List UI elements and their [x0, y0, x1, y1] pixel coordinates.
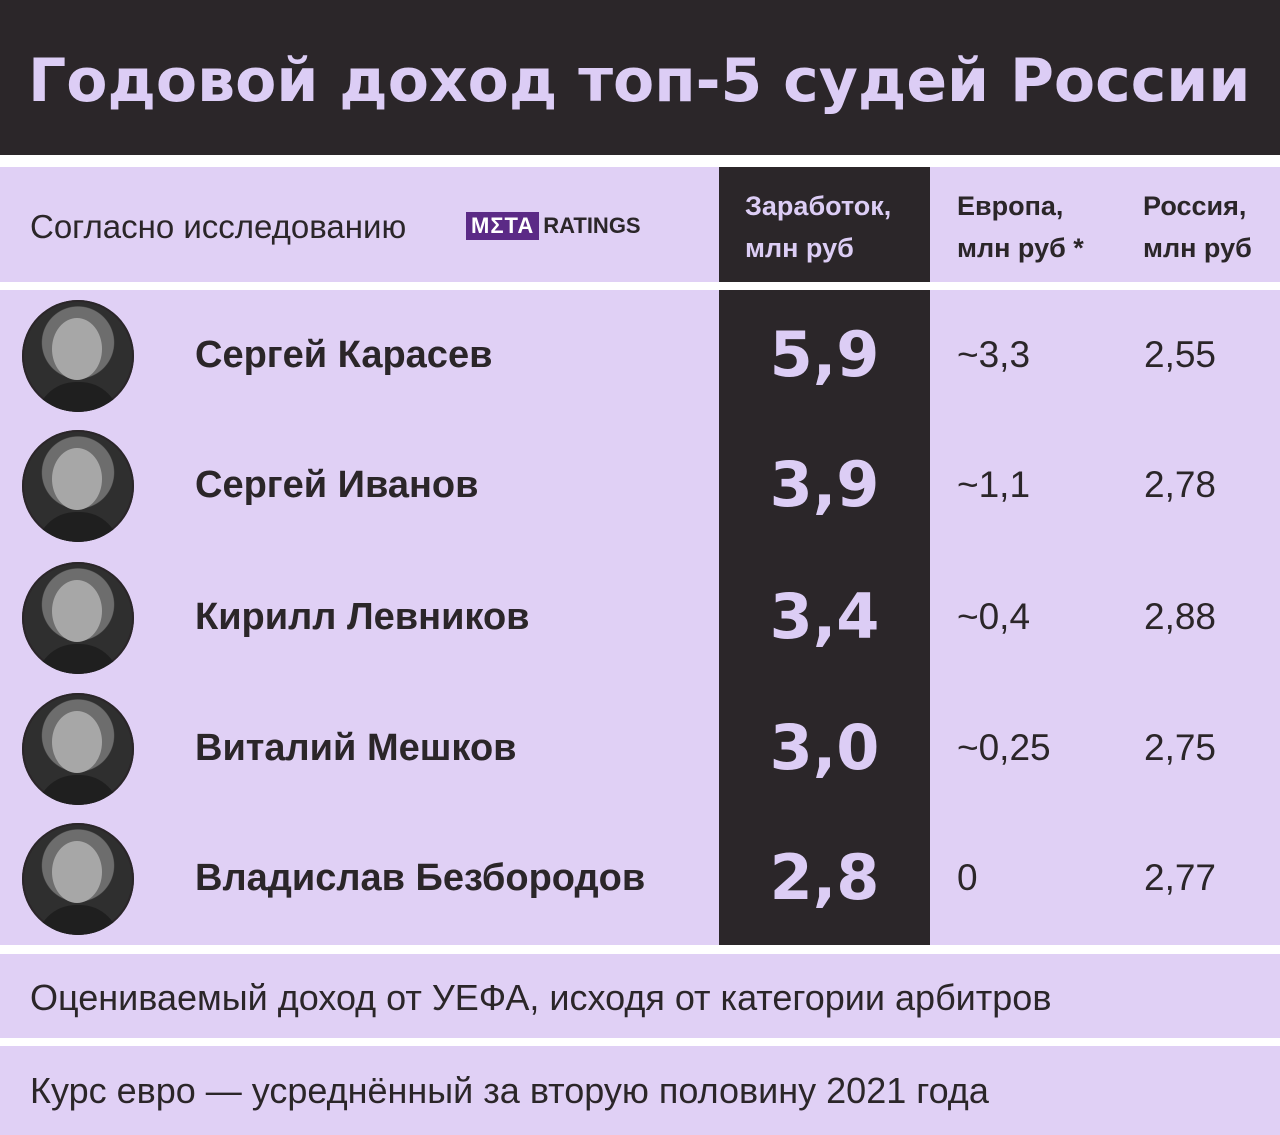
avatar-face [52, 448, 102, 510]
avatar-face [52, 841, 102, 903]
total-earnings: 5,9 [769, 318, 880, 391]
russia-earnings: 2,78 [1144, 464, 1217, 505]
referee-avatar [22, 300, 134, 412]
russia-earnings: 2,77 [1144, 857, 1217, 898]
table-row: Виталий Мешков 3,0 ~0,25 2,75 [0, 683, 1280, 813]
logo-text: RATINGS [543, 213, 641, 238]
subtitle: Согласно исследованию [30, 208, 407, 245]
europe-earnings: 0 [957, 857, 978, 898]
europe-earnings: ~0,25 [957, 727, 1051, 768]
table-header [0, 167, 1280, 282]
total-earnings: 2,8 [769, 841, 880, 914]
referee-avatar [22, 430, 134, 542]
table-body [0, 290, 1280, 945]
russia-earnings: 2,75 [1144, 727, 1217, 768]
avatar-body [36, 905, 120, 935]
europe-earnings: ~0,4 [957, 596, 1031, 637]
logo-box: MΣTA [466, 212, 540, 240]
footnote-panel-2 [0, 1046, 1280, 1135]
footnote-uefa: Оцениваемый доход от УЕФА, исходя от кат… [30, 977, 1052, 1018]
title-bar [0, 0, 1280, 155]
column-header-europe: Европа, млн руб * [957, 191, 1084, 263]
earnings-column [719, 290, 930, 945]
table-row: Владислав Безбородов 2,8 0 2,77 [0, 813, 1280, 943]
referee-name: Сергей Карасев [195, 334, 493, 376]
referee-name: Виталий Мешков [195, 727, 517, 769]
avatar-body [36, 382, 120, 412]
avatar-body [36, 512, 120, 542]
referee-avatar [22, 562, 134, 674]
page-title: Годовой доход топ-5 судей России [28, 46, 1251, 116]
column-header-russia: Россия, млн руб [1143, 191, 1252, 263]
referee-name: Сергей Иванов [195, 464, 479, 506]
table-row: Сергей Карасев 5,9 ~3,3 2,55 [0, 290, 1280, 420]
europe-earnings: ~3,3 [957, 334, 1031, 375]
referee-avatar [22, 693, 134, 805]
europe-earnings: ~1,1 [957, 464, 1031, 505]
avatar-body [36, 644, 120, 674]
russia-earnings: 2,88 [1144, 596, 1217, 637]
avatar-face [52, 318, 102, 380]
earnings-header-cell [719, 167, 930, 282]
avatar-body [36, 775, 120, 805]
avatar-face [52, 711, 102, 773]
referee-avatar [22, 823, 134, 935]
column-header-earnings: Заработок, млн руб [745, 191, 892, 263]
table-row: Сергей Иванов 3,9 ~1,1 2,78 [0, 420, 1280, 550]
metaratings-logo: MΣTA RATINGS [466, 212, 641, 240]
footnote-euro-rate: Курс евро — усреднённый за вторую полови… [30, 1070, 989, 1111]
russia-earnings: 2,55 [1144, 334, 1217, 375]
avatar-face [52, 580, 102, 642]
table-row: Кирилл Левников 3,4 ~0,4 2,88 [0, 552, 1280, 682]
footnote-panel-1 [0, 954, 1280, 1038]
total-earnings: 3,4 [769, 580, 880, 653]
referee-name: Кирилл Левников [195, 596, 530, 638]
total-earnings: 3,0 [769, 711, 880, 784]
total-earnings: 3,9 [769, 448, 880, 521]
referee-name: Владислав Безбородов [195, 857, 646, 899]
